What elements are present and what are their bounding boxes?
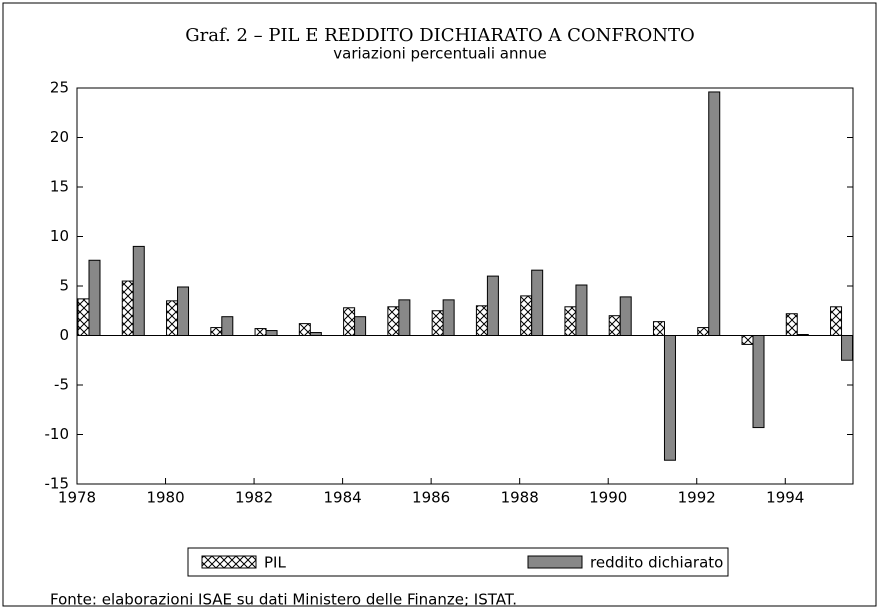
legend-box <box>187 547 729 577</box>
bar <box>520 295 533 336</box>
bar <box>741 335 754 345</box>
bar <box>752 335 765 429</box>
bar <box>77 298 90 336</box>
bar <box>442 299 455 336</box>
bar <box>298 323 311 336</box>
bar <box>265 330 278 336</box>
bar <box>841 335 854 361</box>
bar <box>398 299 411 336</box>
x-tick-label: 1988 <box>501 489 539 507</box>
x-tick-label: 1986 <box>412 489 450 507</box>
bar <box>177 286 190 336</box>
y-tick-label: 20 <box>50 128 69 146</box>
y-tick-label: 5 <box>59 277 69 295</box>
legend-swatch <box>201 555 257 569</box>
x-tick-label: 1994 <box>766 489 804 507</box>
chart-title: Graf. 2 – PIL E REDDITO DICHIARATO A CON… <box>185 25 694 46</box>
bar <box>697 327 710 336</box>
legend-label: PIL <box>264 554 286 572</box>
y-tick-label: -5 <box>54 376 69 394</box>
y-tick-label: 10 <box>50 227 69 245</box>
bar <box>431 310 444 336</box>
x-tick-label: 1992 <box>678 489 716 507</box>
y-tick-label: -15 <box>45 475 70 493</box>
bar <box>132 245 145 336</box>
x-tick-label: 1978 <box>58 489 96 507</box>
bar <box>564 306 577 337</box>
bar <box>254 328 267 337</box>
bar <box>486 275 499 337</box>
bar <box>663 335 676 461</box>
bar <box>221 316 234 337</box>
bar <box>354 316 367 337</box>
bar <box>785 313 798 337</box>
y-tick-label: 25 <box>50 79 69 97</box>
bar <box>121 280 134 336</box>
y-tick-label: -10 <box>45 425 70 443</box>
bar <box>166 300 179 337</box>
bar <box>830 306 843 337</box>
plot-area <box>76 87 854 485</box>
x-tick-label: 1990 <box>589 489 627 507</box>
y-tick-label: 15 <box>50 178 69 196</box>
y-tick-label: 0 <box>59 326 69 344</box>
bars <box>77 91 854 461</box>
x-tick-label: 1980 <box>146 489 184 507</box>
bar <box>575 284 588 337</box>
bar <box>531 269 544 336</box>
bar <box>343 307 356 336</box>
legend-label: reddito dichiarato <box>590 554 723 572</box>
bar <box>210 327 223 336</box>
bar <box>708 91 721 336</box>
bar <box>475 305 488 336</box>
source-note: Fonte: elaborazioni ISAE su dati Ministe… <box>50 591 517 609</box>
legend-swatch <box>527 555 583 569</box>
bar <box>608 315 621 337</box>
x-tick-label: 1984 <box>324 489 362 507</box>
bar <box>387 306 400 337</box>
bar <box>652 321 665 337</box>
bar <box>619 296 632 337</box>
bar <box>88 259 101 337</box>
chart-subtitle: variazioni percentuali annue <box>333 45 546 63</box>
x-tick-label: 1982 <box>235 489 273 507</box>
